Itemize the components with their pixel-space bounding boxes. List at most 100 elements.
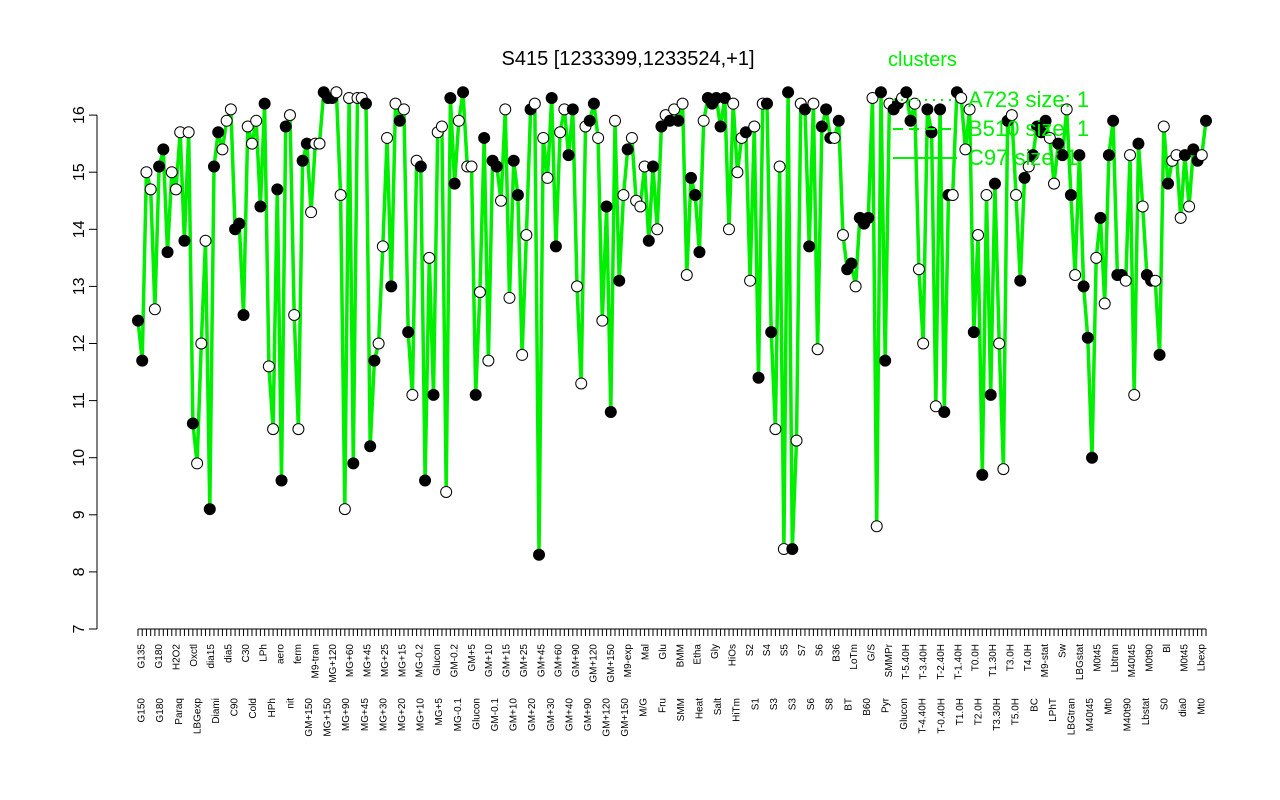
x-tick-label: LBGtran bbox=[1066, 698, 1077, 735]
x-tick-label: G/S bbox=[866, 644, 877, 662]
data-point bbox=[330, 86, 343, 99]
data-point bbox=[132, 314, 144, 327]
data-point bbox=[1060, 103, 1073, 116]
data-point bbox=[959, 143, 972, 156]
data-point bbox=[1010, 189, 1023, 202]
x-tick-label: dia15 bbox=[206, 644, 217, 669]
x-tick-label: MG+5 bbox=[434, 698, 445, 726]
y-tick-label: 9 bbox=[71, 510, 88, 519]
data-point bbox=[575, 377, 588, 390]
x-tick-label: S4 bbox=[762, 644, 773, 657]
x-tick-label: S1 bbox=[750, 698, 761, 711]
data-point bbox=[1183, 200, 1196, 213]
x-tick-label: dia5 bbox=[224, 644, 235, 663]
x-tick-label: MG-0.1 bbox=[453, 698, 464, 732]
data-point bbox=[473, 286, 486, 299]
data-point bbox=[245, 137, 258, 150]
x-tick-label: MG+30 bbox=[378, 698, 389, 732]
data-point bbox=[562, 149, 575, 162]
data-point bbox=[376, 240, 389, 253]
data-point bbox=[870, 520, 883, 533]
x-tick-label: M40t45 bbox=[1085, 698, 1096, 732]
data-point bbox=[566, 103, 579, 116]
series-points-group bbox=[132, 86, 1212, 561]
data-point bbox=[1094, 211, 1107, 224]
chart-title: S415 [1233399,1233524,+1] bbox=[501, 48, 754, 70]
data-point bbox=[929, 400, 942, 413]
x-tick-label: T-5.40H bbox=[901, 644, 912, 680]
x-tick-label: MG+45 bbox=[360, 698, 371, 732]
data-point bbox=[237, 308, 250, 321]
data-point bbox=[469, 388, 482, 401]
data-point bbox=[233, 217, 246, 230]
x-tick-label: T3.0H bbox=[1005, 644, 1016, 671]
data-point bbox=[414, 160, 427, 173]
x-tick-label: Oxctl bbox=[189, 644, 200, 667]
data-point bbox=[1043, 131, 1056, 144]
data-point bbox=[448, 177, 461, 190]
data-point bbox=[186, 417, 199, 430]
data-point bbox=[1178, 149, 1191, 162]
data-point bbox=[1005, 109, 1018, 122]
x-tick-label: S0 bbox=[1159, 698, 1170, 711]
data-point bbox=[1153, 348, 1166, 361]
data-point bbox=[465, 160, 478, 173]
data-point bbox=[609, 114, 622, 127]
legend-entry: B510 size: 1 bbox=[968, 116, 1089, 141]
x-tick-label: BT bbox=[843, 698, 854, 711]
x-tick-label: Paraq bbox=[174, 698, 185, 725]
data-point bbox=[267, 423, 280, 436]
x-tick-label: aero bbox=[276, 644, 287, 664]
x-tick-label: HiOs bbox=[727, 644, 738, 666]
y-tick-label: 11 bbox=[71, 392, 88, 409]
data-point bbox=[1081, 331, 1094, 344]
x-tick-label: GM+150 bbox=[304, 698, 315, 737]
x-tick-label: Lbtran bbox=[1110, 644, 1121, 672]
data-point bbox=[271, 183, 284, 196]
data-point bbox=[967, 326, 980, 339]
data-point bbox=[811, 343, 824, 356]
x-tick-label: M9-exp bbox=[623, 644, 634, 678]
data-point bbox=[541, 171, 554, 184]
x-tick-label: MG+25 bbox=[380, 644, 391, 678]
data-point bbox=[1014, 274, 1027, 287]
x-tick-label: T-2.40H bbox=[936, 644, 947, 680]
x-tick-label: GM+150 bbox=[606, 644, 617, 683]
data-point bbox=[1174, 211, 1187, 224]
x-tick-label: B36 bbox=[832, 644, 843, 662]
data-point bbox=[655, 120, 668, 133]
data-point bbox=[305, 206, 318, 219]
data-point bbox=[338, 503, 351, 516]
data-point bbox=[680, 268, 693, 281]
data-point bbox=[254, 200, 267, 213]
data-point bbox=[545, 91, 558, 104]
data-point bbox=[938, 406, 951, 419]
data-point bbox=[262, 360, 275, 373]
data-point bbox=[1162, 177, 1175, 190]
data-point bbox=[596, 314, 609, 327]
x-tick-label: GM+15 bbox=[502, 644, 513, 678]
data-point bbox=[482, 354, 495, 367]
x-tick-label: MG+15 bbox=[397, 644, 408, 678]
data-point bbox=[845, 257, 858, 270]
x-tick-label: S8 bbox=[825, 698, 836, 711]
data-point bbox=[216, 143, 229, 156]
data-point bbox=[423, 251, 436, 264]
y-tick-label: 10 bbox=[71, 449, 88, 467]
data-point bbox=[828, 131, 841, 144]
data-point bbox=[495, 194, 508, 207]
data-point bbox=[313, 137, 326, 150]
x-tick-label: G180 bbox=[155, 698, 166, 723]
x-tick-label: LPhT bbox=[1048, 698, 1059, 722]
data-point bbox=[478, 131, 491, 144]
data-point bbox=[571, 280, 584, 293]
legend-entry: C97 size: 1 bbox=[968, 145, 1078, 170]
data-point bbox=[993, 337, 1006, 350]
data-point bbox=[672, 114, 685, 127]
data-point bbox=[528, 97, 541, 110]
x-tick-label: LBGexp bbox=[192, 698, 203, 735]
x-tick-label: M0t90 bbox=[1145, 644, 1156, 672]
data-point bbox=[1098, 297, 1111, 310]
data-point bbox=[1039, 114, 1052, 127]
data-point bbox=[165, 166, 178, 179]
